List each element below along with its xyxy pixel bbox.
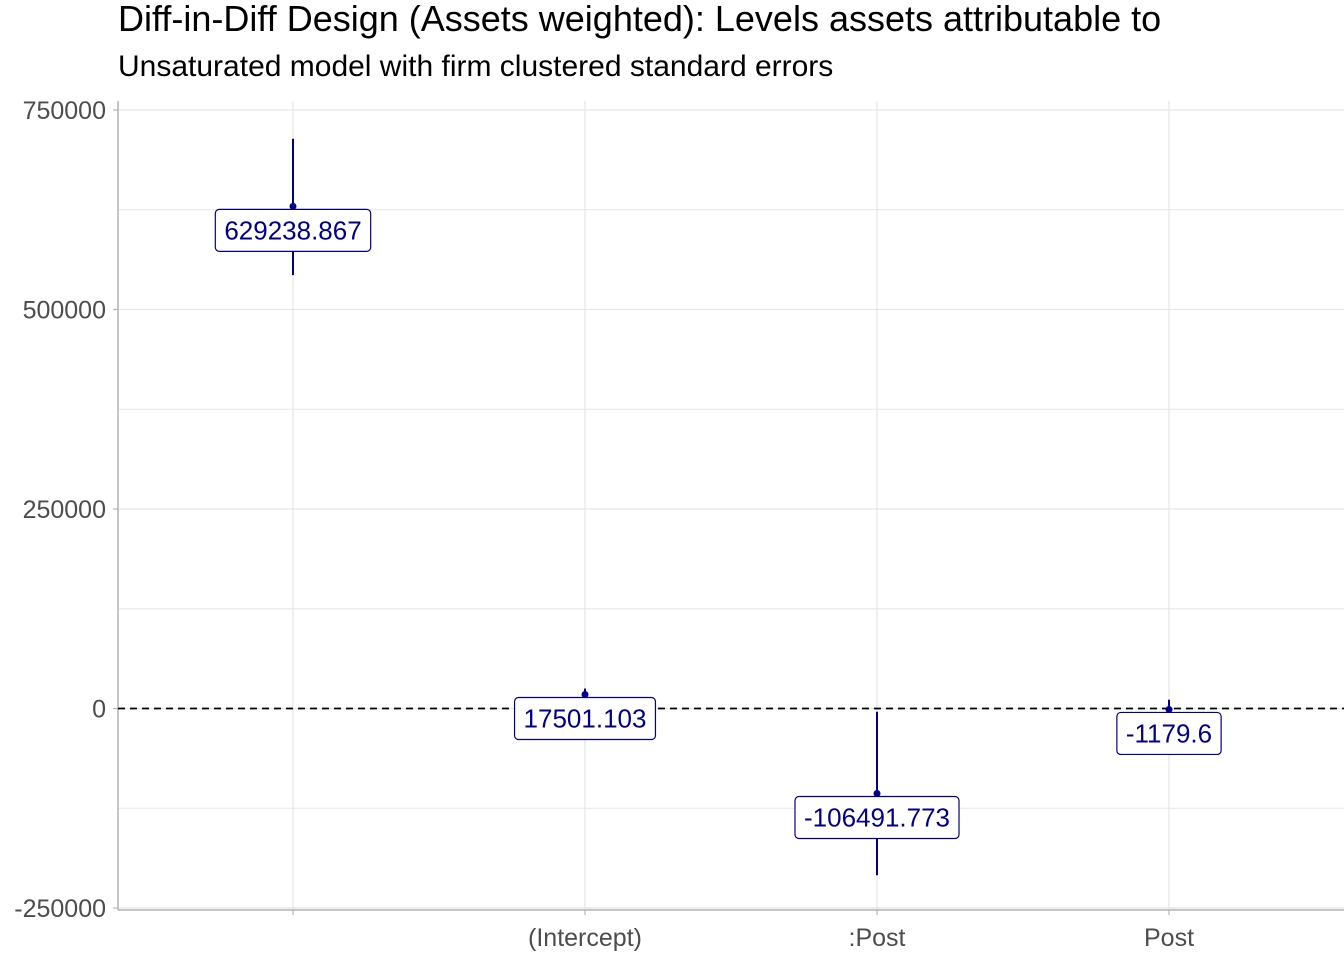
data-label-box (513, 696, 657, 741)
data-label: -1179.6 (1116, 711, 1222, 756)
data-label: 17501.103 (513, 696, 657, 741)
axes: -250000 0 250000 500000 750000 (Intercept) :Po… (14, 97, 1344, 952)
estimate-point (581, 691, 589, 699)
data-labels: 629238.867 17501.103 -106491.773 -1179.6 (214, 208, 1222, 840)
chart-title: Diff-in-Diff Design (Assets weighted): L… (118, 0, 1162, 39)
y-tick-label: 500000 (23, 297, 106, 325)
y-tick-label: 750000 (23, 97, 106, 125)
estimate-point (289, 202, 297, 210)
data-label-box (794, 795, 960, 840)
y-tick-label: -250000 (14, 895, 106, 923)
data-label-text: -1179.6 (1126, 718, 1212, 748)
data-label-text: -106491.773 (804, 802, 950, 832)
data-marks (289, 138, 1173, 876)
data-label: 629238.867 (214, 208, 372, 252)
y-tick-label: 0 (92, 696, 106, 724)
chart-subtitle: Unsaturated model with firm clustered st… (118, 50, 834, 83)
estimate-point (1165, 705, 1173, 713)
y-tick-label: 250000 (23, 496, 106, 524)
data-label-box (214, 208, 372, 252)
data-label-text: 629238.867 (224, 215, 361, 245)
data-label-box (1116, 711, 1222, 756)
x-tick-label: :Post (849, 924, 906, 952)
x-tick-label: Post (1144, 924, 1194, 952)
data-label: -106491.773 (794, 795, 960, 840)
data-label-text: 17501.103 (524, 704, 647, 734)
estimate-point (873, 789, 881, 797)
x-tick-label: (Intercept) (528, 924, 642, 952)
